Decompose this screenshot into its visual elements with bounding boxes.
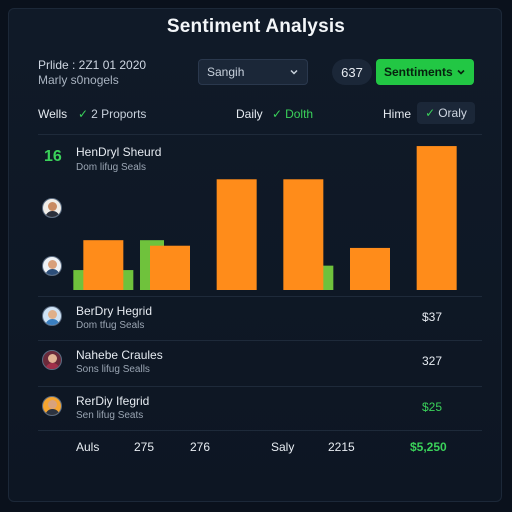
- bar-series2-cat2: [150, 245, 190, 290]
- footer-value-2: 276: [190, 440, 211, 454]
- footer-value-1: 275: [134, 440, 155, 454]
- filter-wells-value[interactable]: ✓ 2 Proports: [78, 107, 147, 121]
- avatar[interactable]: [42, 396, 62, 416]
- bar-series2-cat6: [416, 146, 457, 290]
- check-icon: ✓: [272, 107, 283, 121]
- sentiments-label: Senttiments: [384, 65, 453, 79]
- bar-series2-cat1: [83, 240, 124, 290]
- header-info: Prlide : 2Z1 01 2020 Marly s0nogels: [38, 58, 146, 88]
- divider: [38, 296, 482, 297]
- row-title: BerDry Hegrid: [76, 304, 153, 318]
- row-subtitle: Dom tfug Seals: [76, 320, 145, 331]
- avatar[interactable]: [42, 306, 62, 326]
- avatar[interactable]: [42, 350, 62, 370]
- top-metric-title: HenDryl Sheurd: [76, 145, 162, 159]
- divider: [38, 430, 482, 431]
- top-metric-subtitle: Dom lifug Seals: [76, 162, 147, 173]
- chevron-down-icon: [290, 69, 298, 75]
- check-icon: ✓: [78, 107, 89, 121]
- chevron-down-icon: [457, 69, 465, 75]
- top-metric-number: 16: [44, 148, 62, 165]
- divider: [38, 386, 482, 387]
- bar-series2-cat4: [283, 179, 324, 290]
- sentiment-bar-chart: [73, 146, 457, 290]
- sentiments-dropdown-button[interactable]: Senttiments: [376, 59, 474, 85]
- search-label: Sangih: [207, 65, 245, 79]
- footer-label-2: Saly: [271, 440, 295, 454]
- bar-series2-cat5: [350, 247, 390, 290]
- footer-label-1: Auls: [76, 440, 100, 454]
- page-title: Sentiment Analysis: [166, 16, 346, 37]
- footer-summary: Auls 275 276 Saly 2215 $5,250: [0, 440, 512, 458]
- filter-bar: Wells ✓ 2 Proports Daily ✓ Dolth Hime ✓ Ora…: [0, 102, 512, 126]
- filter-wells-label: Wells: [38, 107, 68, 121]
- footer-total: $5,250: [410, 440, 447, 454]
- subtitle-line: Marly s0nogels: [38, 73, 119, 87]
- row-title: Nahebe Craules: [76, 348, 163, 362]
- avatar[interactable]: [42, 256, 62, 276]
- divider: [38, 340, 482, 341]
- row-title: RerDiy Ifegrid: [76, 394, 150, 408]
- filter-daily-value[interactable]: ✓ Dolth: [272, 107, 314, 121]
- search-dropdown[interactable]: Sangih: [198, 59, 308, 85]
- filter-hime-label: Hime: [383, 107, 412, 121]
- bar-series2-cat3: [216, 179, 257, 290]
- count-badge: 637: [332, 59, 372, 85]
- row-subtitle: Sen lifug Seats: [76, 410, 144, 421]
- footer-value-3: 2215: [328, 440, 355, 454]
- row-value: $37: [421, 310, 442, 324]
- row-subtitle: Sons lifug Sealls: [76, 364, 150, 375]
- check-icon: ✓: [425, 106, 436, 120]
- date-line: Prlide : 2Z1 01 2020: [38, 58, 147, 72]
- filter-hime-value[interactable]: ✓ Oraly: [417, 102, 475, 124]
- filter-daily-label: Daily: [236, 107, 263, 121]
- divider: [38, 134, 482, 135]
- row-value: $25: [421, 400, 442, 414]
- row-value: 327: [421, 354, 442, 368]
- avatar[interactable]: [42, 198, 62, 218]
